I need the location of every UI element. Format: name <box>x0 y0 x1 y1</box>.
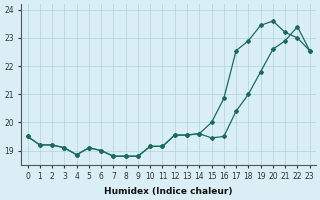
X-axis label: Humidex (Indice chaleur): Humidex (Indice chaleur) <box>104 187 233 196</box>
